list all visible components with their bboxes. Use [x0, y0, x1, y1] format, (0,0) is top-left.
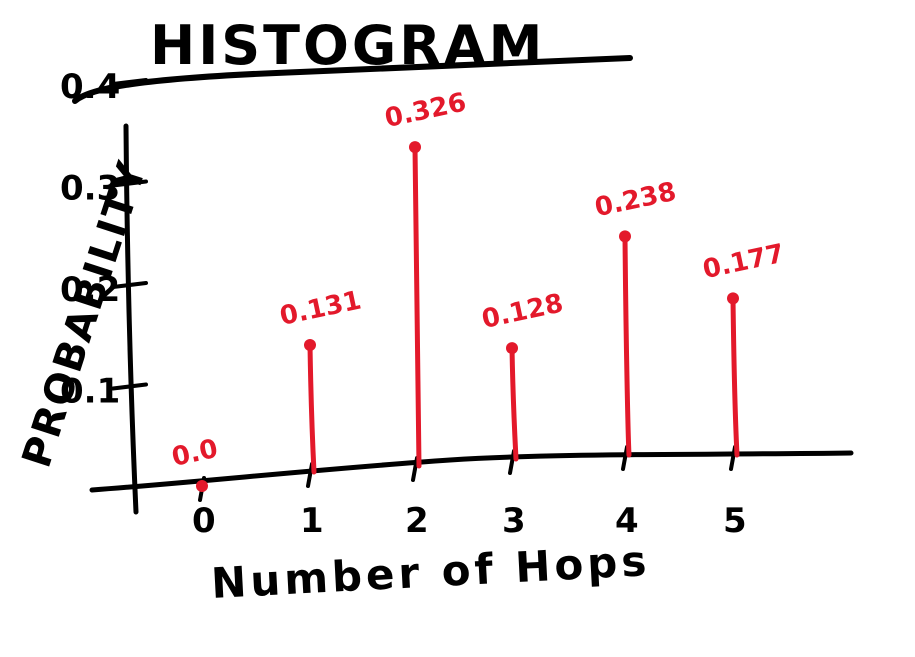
y-ticks: 0.1 0.2 0.3 0.4 — [60, 67, 148, 412]
y-axis-line — [123, 123, 139, 515]
y-tick-label: 0.1 — [60, 372, 120, 412]
stem-point — [727, 292, 739, 305]
stem-point — [304, 339, 316, 352]
stem-point — [196, 480, 208, 492]
x-axis-line — [89, 450, 854, 493]
stem-point — [409, 141, 421, 154]
stems: 0.0 0.131 0.326 0.128 0.238 0.177 — [169, 88, 787, 492]
x-tick-label: 1 — [300, 501, 324, 541]
y-tick-mark — [111, 281, 148, 289]
stem-line — [307, 342, 317, 475]
data-label: 0.128 — [479, 288, 566, 334]
title-underline — [72, 55, 633, 104]
y-tick-mark — [111, 78, 148, 86]
stem-line — [730, 295, 740, 458]
y-tick-mark — [111, 382, 148, 391]
x-ticks: 0 1 2 3 4 5 — [192, 445, 747, 541]
stem-line — [412, 144, 422, 469]
data-label: 0.0 — [169, 434, 220, 473]
y-tick-mark — [111, 179, 148, 188]
x-tick-label: 3 — [502, 501, 526, 541]
x-tick-label: 4 — [615, 501, 639, 541]
x-tick-label: 2 — [405, 501, 429, 541]
data-label: 0.326 — [382, 88, 469, 134]
y-tick-label: 0.3 — [60, 169, 120, 209]
x-tick-label: 5 — [723, 501, 747, 541]
x-tick-mark — [411, 456, 419, 482]
x-tick-label: 0 — [192, 501, 216, 541]
y-tick-label: 0.2 — [60, 270, 120, 310]
stem-line — [509, 345, 519, 462]
data-label: 0.131 — [277, 285, 364, 331]
y-tick-label: 0.4 — [60, 67, 120, 107]
stem-point — [506, 342, 518, 355]
data-label: 0.177 — [700, 239, 787, 285]
stem-point — [619, 230, 631, 243]
stem-line — [622, 233, 632, 458]
data-label: 0.238 — [592, 177, 679, 223]
x-axis-label: Number of Hops — [210, 536, 651, 608]
